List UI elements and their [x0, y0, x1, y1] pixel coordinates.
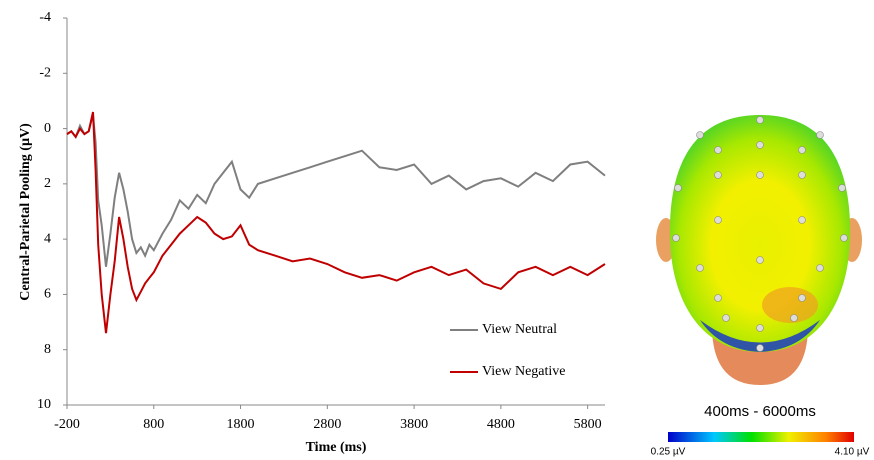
legend-label: View Neutral: [482, 322, 557, 337]
legend-label: View Negative: [482, 364, 566, 379]
x-tick-label: 5800: [574, 417, 602, 432]
topomap-title: 400ms - 6000ms: [704, 403, 816, 420]
y-tick-label: 4: [44, 231, 51, 246]
electrodes: [672, 116, 848, 352]
x-tick-label: 4800: [487, 417, 515, 432]
y-tick-label: 8: [44, 342, 51, 357]
y-tick-label: 2: [44, 176, 51, 191]
y-tick-label: 10: [37, 397, 51, 412]
topomap: 400ms - 6000ms 0.25 µV 4.10 µV: [651, 115, 870, 458]
y-tick-label: 6: [44, 287, 51, 302]
series-line: [66, 111, 606, 334]
y-tick-label: -4: [39, 10, 51, 25]
hot-spot: [762, 287, 818, 323]
y-tick-label: 0: [44, 121, 51, 136]
cold-spot: [700, 320, 820, 352]
color-bar-min: 0.25 µV: [651, 447, 686, 458]
x-tick-label: -200: [54, 417, 80, 432]
x-tick-label: 800: [143, 417, 164, 432]
x-tick-label: 2800: [313, 417, 341, 432]
x-axis-label: Time (ms): [306, 440, 367, 455]
color-bar: [668, 432, 854, 442]
y-axis-label: Central-Parietal Pooling (µV): [18, 123, 33, 301]
y-tick-label: -2: [39, 66, 51, 81]
head: [669, 115, 851, 352]
x-tick-label: 1800: [227, 417, 255, 432]
plot: Central-Parietal Pooling (µV) Time (ms) …: [18, 10, 606, 455]
x-tick-label: 3800: [400, 417, 428, 432]
color-bar-max: 4.10 µV: [835, 447, 870, 458]
series-line: [66, 114, 606, 267]
